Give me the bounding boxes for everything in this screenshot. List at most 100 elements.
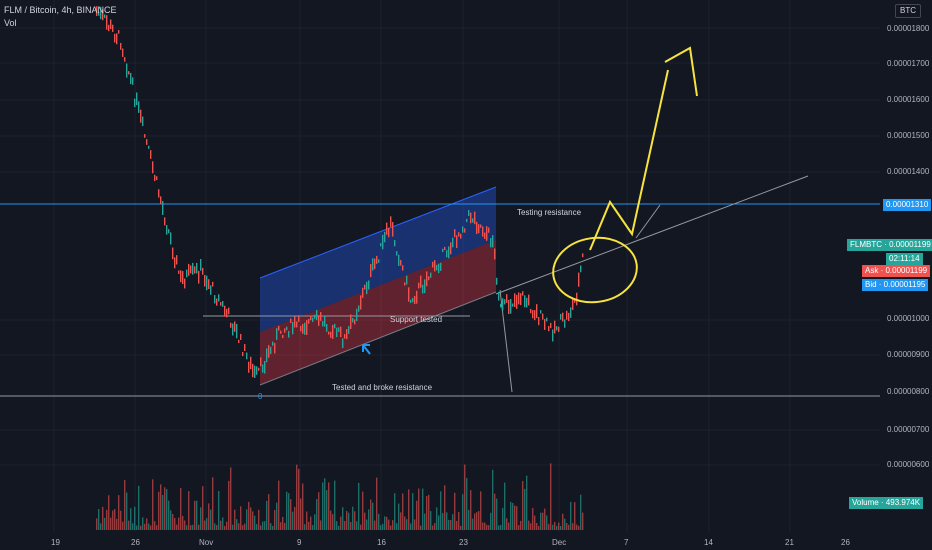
candle (180, 270, 182, 283)
candle (580, 265, 582, 273)
volume-bar (420, 525, 422, 530)
candle (578, 272, 580, 287)
time-tick: 16 (377, 538, 386, 547)
volume-bar (550, 463, 552, 530)
candle (98, 11, 100, 16)
volume-bar (532, 508, 534, 530)
candle (182, 271, 184, 285)
candle (484, 232, 486, 239)
volume-bar (402, 493, 404, 530)
candle (124, 57, 126, 62)
candle (434, 260, 436, 272)
volume-bar (216, 525, 218, 530)
candle (462, 226, 464, 233)
volume-bar (486, 524, 488, 530)
candle (294, 316, 296, 328)
volume-bar (314, 514, 316, 530)
time-tick: 7 (624, 538, 629, 547)
testing-resistance-note[interactable]: Testing resistance (517, 208, 582, 217)
volume-bar (240, 506, 242, 530)
volume-bar (122, 521, 124, 530)
volume-bar (266, 500, 268, 530)
volume-bar (228, 480, 230, 530)
candle (276, 328, 278, 340)
volume-bar (160, 484, 162, 530)
candle (262, 364, 264, 373)
volume-bar (578, 525, 580, 530)
candle (494, 248, 496, 260)
candle (374, 258, 376, 270)
candle (188, 263, 190, 276)
volume-bar (318, 492, 320, 530)
candle (472, 218, 474, 223)
volume-bar (536, 522, 538, 530)
candle (400, 259, 402, 266)
candle (268, 345, 270, 358)
volume-bar (388, 519, 390, 530)
volume-bar (310, 516, 312, 530)
volume-bar (248, 501, 250, 530)
volume-bar (300, 498, 302, 530)
volume-bar (298, 468, 300, 530)
candle (430, 272, 432, 278)
channel-top-line (259, 186, 497, 279)
candle (176, 255, 178, 265)
volume-legend: Vol (4, 18, 17, 28)
candle (166, 225, 168, 235)
volume-bar (106, 509, 108, 530)
volume-bar (138, 485, 140, 530)
candle (530, 308, 532, 314)
volume-bar (290, 499, 292, 530)
candle (550, 322, 552, 329)
volume-bar (430, 511, 432, 530)
volume-bar (162, 494, 164, 530)
volume-bar (410, 523, 412, 530)
volume-bar (468, 509, 470, 530)
candle (442, 248, 444, 253)
price-tick: 0.00001400 (887, 167, 930, 176)
volume-bar (334, 480, 336, 530)
candle (118, 30, 120, 34)
candle (314, 314, 316, 319)
symbol-header[interactable]: FLM / Bitcoin, 4h, BINANCE (4, 5, 117, 15)
candle (332, 324, 334, 339)
support-tested-note[interactable]: Support tested (390, 315, 443, 324)
candle (478, 224, 480, 234)
trend-line (495, 175, 809, 295)
time-tick: 23 (459, 538, 468, 547)
volume-bar (506, 518, 508, 530)
candle (474, 211, 476, 225)
volume-bar (428, 494, 430, 530)
volume-bar (450, 520, 452, 530)
candle (144, 134, 146, 138)
candle (496, 277, 498, 285)
volume-bar (278, 480, 280, 530)
currency-button[interactable]: BTC (895, 4, 921, 18)
volume-bar (376, 477, 378, 530)
volume-bar (518, 525, 520, 530)
tested-broke-note[interactable]: Tested and broke resistance (332, 383, 433, 392)
volume-bar (502, 507, 504, 530)
volume-bar (322, 482, 324, 530)
volume-bar (512, 502, 514, 530)
candle (404, 282, 406, 286)
candle (168, 229, 170, 234)
candle (288, 330, 290, 338)
volume-bar (246, 509, 248, 530)
volume-bar (258, 509, 260, 530)
candle (96, 6, 98, 16)
volume-bar (222, 517, 224, 530)
symbol-price-tag: FLMBTC · 0.00001199 (847, 239, 932, 251)
volume-bar (294, 506, 296, 530)
candle (116, 33, 118, 45)
time-tick: 26 (841, 538, 850, 547)
candle (556, 326, 558, 331)
time-tick: 9 (297, 538, 302, 547)
volume-bar (434, 523, 436, 530)
volume-bar (188, 491, 190, 530)
volume-bar (540, 512, 542, 530)
candle (272, 341, 274, 346)
candle (318, 315, 320, 326)
